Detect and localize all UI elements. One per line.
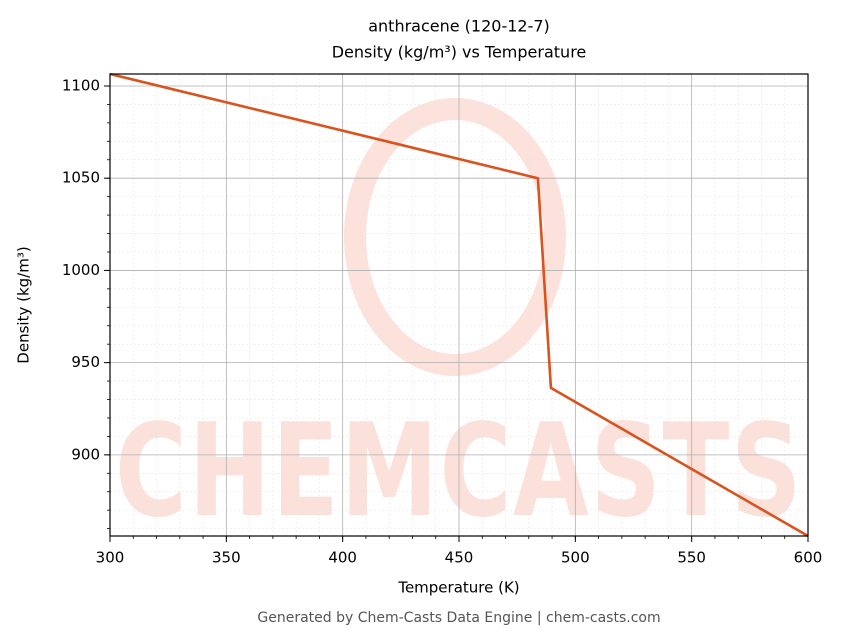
chart-title: anthracene (120-12-7) bbox=[368, 17, 550, 36]
y-axis-label: Density (kg/m³) bbox=[15, 246, 33, 363]
x-tick-label: 300 bbox=[96, 549, 125, 567]
x-tick-label: 550 bbox=[677, 549, 706, 567]
chart-subtitle: Density (kg/m³) vs Temperature bbox=[332, 43, 587, 62]
data-line bbox=[109, 72, 809, 538]
x-tick-label: 600 bbox=[794, 549, 823, 567]
y-tick-label: 1000 bbox=[62, 261, 100, 279]
plot-frame bbox=[109, 73, 809, 537]
x-tick-label: 350 bbox=[212, 549, 241, 567]
x-tick-label: 450 bbox=[445, 549, 474, 567]
watermark: CHEMCASTS bbox=[115, 397, 803, 546]
x-tick-label: 400 bbox=[328, 549, 357, 567]
footer: Generated by Chem-Casts Data Engine | ch… bbox=[257, 610, 660, 626]
y-tick-label: 1050 bbox=[62, 169, 100, 187]
x-axis-label: Temperature (K) bbox=[397, 579, 519, 597]
watermark-ring bbox=[344, 98, 566, 376]
y-tick-label: 900 bbox=[71, 445, 100, 463]
y-tick-label: 950 bbox=[71, 353, 100, 371]
x-tick-label: 500 bbox=[561, 549, 590, 567]
y-tick-label: 1100 bbox=[62, 76, 100, 94]
